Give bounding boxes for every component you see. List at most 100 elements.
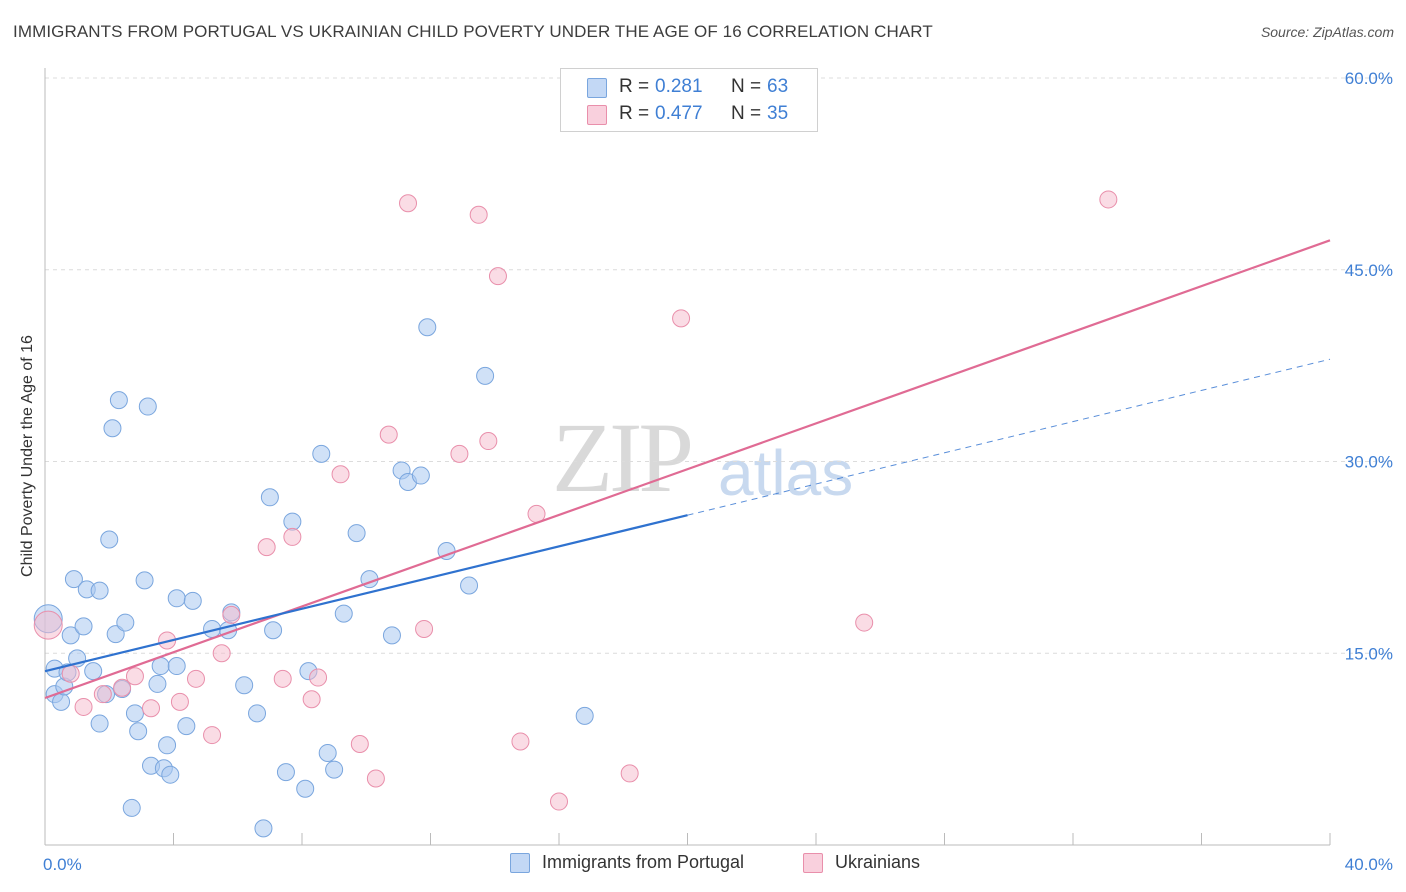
point-portugal bbox=[264, 621, 283, 640]
point-portugal bbox=[177, 717, 196, 736]
source-label: Source: ZipAtlas.com bbox=[1260, 24, 1394, 40]
point-portugal bbox=[109, 391, 128, 410]
y-tick-label: 60.0% bbox=[1345, 69, 1393, 88]
legend-r-value: 0.281 bbox=[655, 76, 703, 97]
x-tick-label: 40.0% bbox=[1345, 855, 1393, 874]
point-ukrainians bbox=[488, 267, 507, 286]
bottom-legend-label-ukrainians: Ukrainians bbox=[835, 852, 921, 872]
point-portugal bbox=[64, 570, 83, 589]
point-portugal bbox=[476, 366, 495, 385]
point-ukrainians bbox=[672, 309, 691, 328]
legend-r-value: 0.477 bbox=[655, 103, 703, 124]
point-ukrainians bbox=[855, 613, 874, 632]
point-ukrainians bbox=[212, 644, 231, 663]
point-portugal bbox=[61, 626, 80, 645]
chart-title: IMMIGRANTS FROM PORTUGAL VS UKRAINIAN CH… bbox=[13, 22, 933, 41]
point-ukrainians bbox=[74, 697, 93, 716]
point-portugal bbox=[318, 743, 337, 762]
point-ukrainians bbox=[283, 527, 302, 546]
point-ukrainians bbox=[33, 610, 63, 640]
point-ukrainians bbox=[366, 769, 385, 788]
legend-n-value: 35 bbox=[767, 103, 789, 124]
point-ukrainians bbox=[620, 764, 639, 783]
point-ukrainians bbox=[142, 699, 161, 718]
point-portugal bbox=[52, 692, 71, 711]
point-ukrainians bbox=[1099, 190, 1118, 209]
point-portugal bbox=[90, 714, 109, 733]
trendline-ukrainians bbox=[44, 239, 1331, 700]
y-tick-label: 45.0% bbox=[1345, 261, 1393, 280]
point-ukrainians bbox=[302, 690, 321, 709]
point-portugal bbox=[148, 674, 167, 693]
point-ukrainians bbox=[186, 669, 205, 688]
point-portugal bbox=[90, 581, 109, 600]
point-portugal bbox=[283, 512, 302, 531]
point-portugal bbox=[260, 488, 279, 507]
point-ukrainians bbox=[257, 538, 276, 557]
point-portugal bbox=[158, 736, 177, 755]
point-ukrainians bbox=[479, 432, 498, 451]
point-ukrainians bbox=[93, 685, 112, 704]
point-ukrainians bbox=[170, 692, 189, 711]
point-ukrainians bbox=[511, 732, 530, 751]
point-portugal bbox=[418, 318, 437, 337]
bottom-legend-ukrainians: Ukrainians bbox=[803, 852, 920, 873]
bottom-legend-label-portugal: Immigrants from Portugal bbox=[542, 852, 745, 872]
x-tick-label: 0.0% bbox=[43, 855, 82, 874]
point-portugal bbox=[382, 626, 401, 645]
point-ukrainians bbox=[415, 619, 434, 638]
point-ukrainians bbox=[222, 605, 241, 624]
point-portugal bbox=[116, 613, 135, 632]
legend-n-label: N = bbox=[731, 103, 762, 124]
point-ukrainians bbox=[331, 465, 350, 484]
point-ukrainians bbox=[350, 735, 369, 754]
watermark-atlas: atlas bbox=[718, 437, 854, 509]
point-portugal bbox=[248, 704, 267, 723]
trendline-portugal bbox=[44, 514, 688, 673]
y-tick-label: 30.0% bbox=[1345, 453, 1393, 472]
point-portugal bbox=[183, 591, 202, 610]
bottom-legend-swatch-portugal bbox=[510, 852, 530, 873]
point-ukrainians bbox=[450, 444, 469, 463]
point-portugal bbox=[84, 662, 103, 681]
legend-swatch-ukrainians bbox=[587, 105, 607, 125]
trendline-portugal-extension bbox=[687, 358, 1331, 516]
point-ukrainians bbox=[309, 668, 328, 687]
point-portugal bbox=[129, 722, 148, 741]
point-portugal bbox=[125, 704, 144, 723]
watermark-zip: ZIP bbox=[552, 402, 694, 513]
point-portugal bbox=[312, 444, 331, 463]
legend-n-label: N = bbox=[731, 76, 762, 97]
point-portugal bbox=[575, 706, 594, 725]
point-portugal bbox=[460, 576, 479, 595]
y-tick-label: 15.0% bbox=[1345, 644, 1393, 663]
point-portugal bbox=[167, 657, 186, 676]
point-ukrainians bbox=[273, 669, 292, 688]
point-portugal bbox=[167, 589, 186, 608]
point-portugal bbox=[103, 419, 122, 438]
point-portugal bbox=[347, 524, 366, 543]
point-ukrainians bbox=[399, 194, 418, 213]
point-portugal bbox=[161, 765, 180, 784]
point-portugal bbox=[138, 397, 157, 416]
point-ukrainians bbox=[469, 205, 488, 224]
point-portugal bbox=[334, 604, 353, 623]
point-ukrainians bbox=[113, 678, 132, 697]
point-portugal bbox=[296, 779, 315, 798]
point-portugal bbox=[325, 760, 344, 779]
point-ukrainians bbox=[61, 664, 80, 683]
point-portugal bbox=[74, 617, 93, 636]
stats-legend: R = 0.281 N = 63 R = 0.477 N = 35 bbox=[560, 68, 818, 132]
point-portugal bbox=[122, 798, 141, 817]
bottom-legend-portugal: Immigrants from Portugal bbox=[510, 852, 744, 873]
point-ukrainians bbox=[550, 792, 568, 811]
point-portugal bbox=[100, 530, 119, 549]
point-ukrainians bbox=[203, 726, 222, 745]
point-ukrainians bbox=[379, 425, 398, 444]
point-ukrainians bbox=[125, 667, 144, 686]
point-portugal bbox=[106, 625, 125, 644]
point-portugal bbox=[411, 466, 430, 485]
legend-r-label: R = bbox=[619, 103, 650, 124]
legend-r-label: R = bbox=[619, 76, 650, 97]
legend-swatch-portugal bbox=[587, 78, 607, 98]
